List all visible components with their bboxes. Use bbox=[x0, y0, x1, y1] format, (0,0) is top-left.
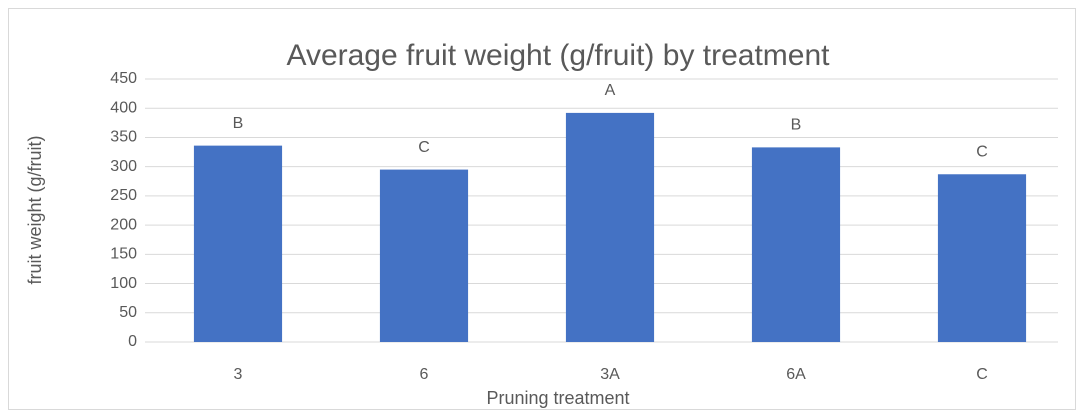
y-tick-label: 250 bbox=[110, 187, 137, 204]
y-axis-title: fruit weight (g/fruit) bbox=[25, 135, 45, 284]
x-tick-label: C bbox=[976, 366, 988, 383]
y-tick-label: 150 bbox=[110, 246, 137, 263]
bar bbox=[379, 169, 469, 342]
significance-letter: A bbox=[605, 82, 616, 99]
bar bbox=[193, 145, 283, 342]
y-tick-label: 350 bbox=[110, 129, 137, 146]
x-tick-label: 6A bbox=[786, 366, 806, 383]
bar bbox=[751, 147, 841, 342]
significance-letter: C bbox=[418, 139, 430, 156]
significance-letter: B bbox=[791, 117, 802, 134]
y-tick-label: 400 bbox=[110, 99, 137, 116]
y-tick-label: 0 bbox=[128, 333, 137, 350]
x-tick-label: 3A bbox=[600, 366, 620, 383]
x-tick-label: 3 bbox=[234, 366, 243, 383]
x-axis-title: Pruning treatment bbox=[486, 388, 629, 408]
y-tick-label: 50 bbox=[119, 304, 137, 321]
significance-letter: B bbox=[233, 115, 244, 132]
significance-letter: C bbox=[976, 143, 988, 160]
y-tick-label: 300 bbox=[110, 158, 137, 175]
chart-title: Average fruit weight (g/fruit) by treatm… bbox=[286, 39, 830, 72]
x-tick-label: 6 bbox=[420, 366, 429, 383]
y-tick-label: 100 bbox=[110, 275, 137, 292]
bar bbox=[937, 174, 1027, 342]
bar bbox=[565, 112, 655, 342]
y-tick-label: 450 bbox=[110, 70, 137, 87]
y-tick-label: 200 bbox=[110, 216, 137, 233]
chart-border bbox=[8, 8, 1076, 410]
